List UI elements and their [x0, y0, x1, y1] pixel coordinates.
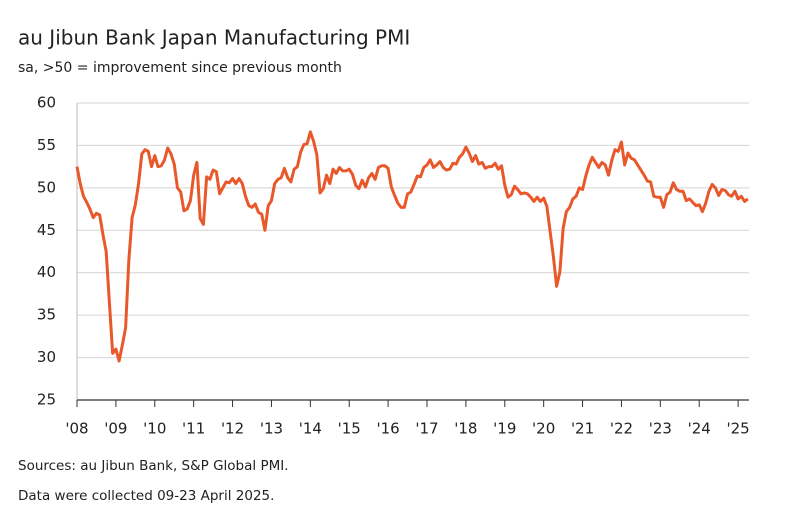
- y-tick-label: 40: [37, 263, 56, 281]
- x-tick-label: '08: [65, 420, 88, 438]
- x-tick-label: '23: [649, 420, 672, 438]
- chart-title: au Jibun Bank Japan Manufacturing PMI: [18, 26, 410, 50]
- y-tick-label: 50: [37, 178, 56, 196]
- x-tick-label: '20: [532, 420, 555, 438]
- x-tick-label: '13: [260, 420, 283, 438]
- x-tick-label: '17: [415, 420, 438, 438]
- y-tick-label: 45: [37, 221, 56, 239]
- x-tick-label: '25: [727, 420, 750, 438]
- x-tick-label: '24: [688, 420, 711, 438]
- x-tick-label: '22: [610, 420, 633, 438]
- y-tick-label: 35: [37, 306, 56, 324]
- x-tick-label: '09: [104, 420, 127, 438]
- y-tick-label: 55: [37, 136, 56, 154]
- x-tick-label: '19: [493, 420, 516, 438]
- x-tick-label: '18: [454, 420, 477, 438]
- x-tick-label: '10: [143, 420, 166, 438]
- collection-note: Data were collected 09-23 April 2025.: [18, 488, 274, 504]
- x-tick-label: '16: [377, 420, 400, 438]
- x-tick-label: '14: [299, 420, 322, 438]
- y-tick-label: 30: [37, 348, 56, 366]
- pmi-line: [75, 130, 749, 363]
- x-tick-label: '12: [221, 420, 244, 438]
- y-tick-label: 25: [37, 391, 56, 409]
- x-tick-label: '15: [338, 420, 361, 438]
- source-note: Sources: au Jibun Bank, S&P Global PMI.: [18, 458, 289, 474]
- y-tick-label: 60: [37, 94, 56, 112]
- x-tick-label: '21: [571, 420, 594, 438]
- x-tick-label: '11: [182, 420, 205, 438]
- chart-subtitle: sa, >50 = improvement since previous mon…: [18, 60, 342, 76]
